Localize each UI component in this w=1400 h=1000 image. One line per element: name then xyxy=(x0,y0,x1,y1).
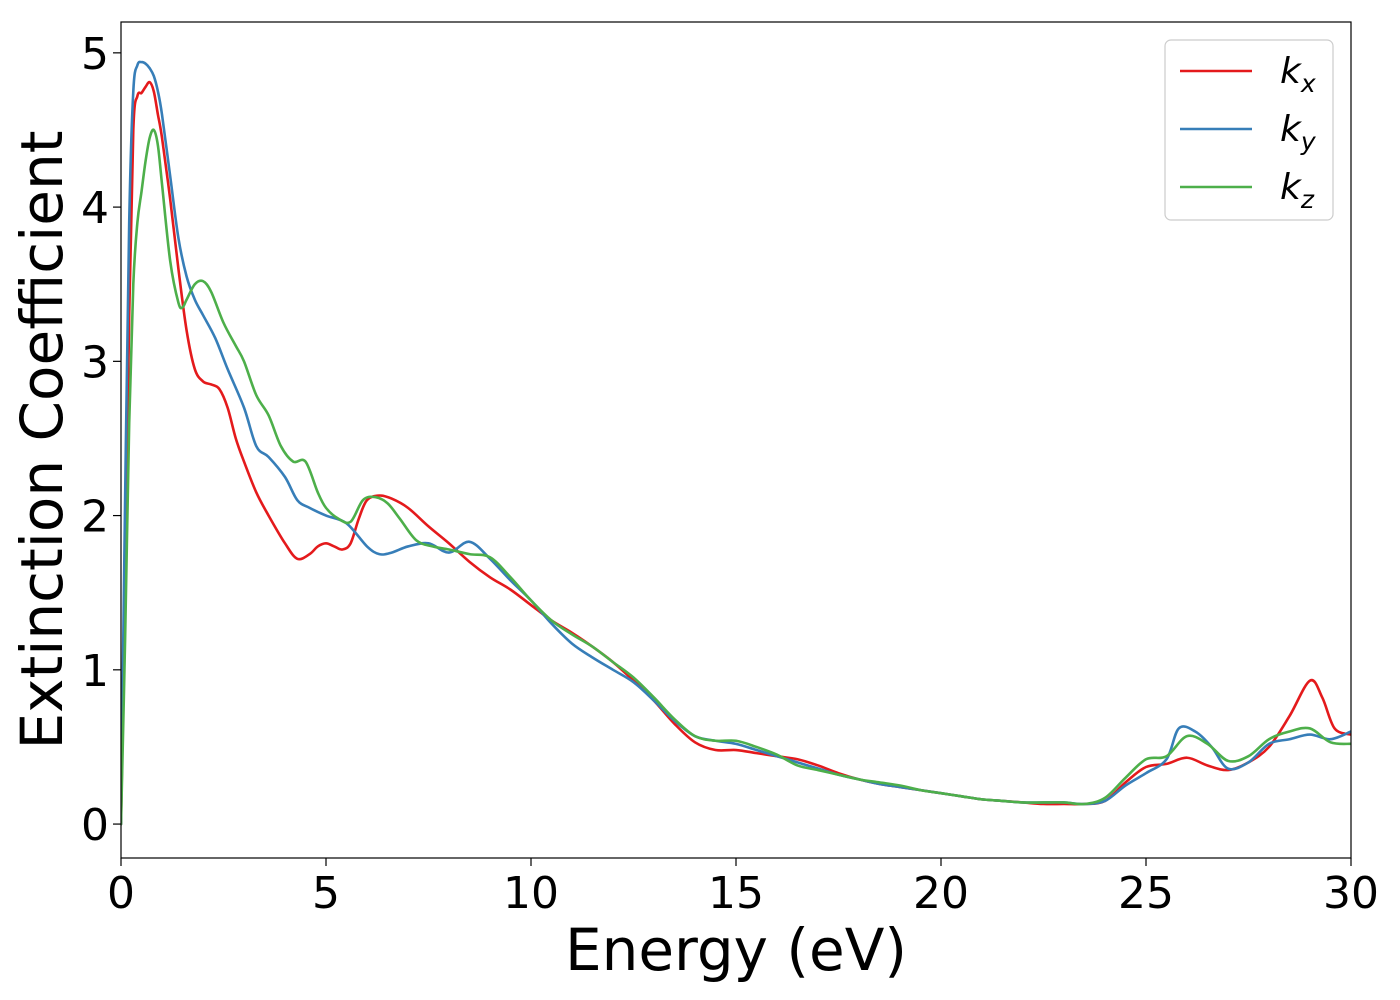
x-tick-label: 15 xyxy=(708,868,764,919)
series-layer xyxy=(121,60,1351,826)
x-tick-label: 20 xyxy=(913,868,969,919)
x-tick-label: 5 xyxy=(312,868,340,919)
x-axis-ticks: 0 5 10 15 20 25 30 xyxy=(107,858,1379,919)
y-tick-label: 3 xyxy=(81,337,109,388)
y-tick-label: 1 xyxy=(81,646,109,697)
y-axis-ticks: 0 1 2 3 4 5 xyxy=(81,29,121,851)
x-tick-label: 10 xyxy=(503,868,559,919)
y-tick-label: 4 xyxy=(81,183,109,234)
series-line-k-y xyxy=(121,60,1351,826)
x-axis-label: Energy (eV) xyxy=(565,916,907,984)
y-tick-label: 2 xyxy=(81,492,109,543)
y-tick-label: 0 xyxy=(81,800,109,851)
series-line-k-z xyxy=(121,128,1351,826)
y-tick-label: 5 xyxy=(81,29,109,80)
y-axis-label: Extinction Coefficient xyxy=(8,131,76,750)
x-tick-label: 30 xyxy=(1323,868,1379,919)
x-tick-label: 0 xyxy=(107,868,135,919)
x-tick-label: 25 xyxy=(1118,868,1174,919)
